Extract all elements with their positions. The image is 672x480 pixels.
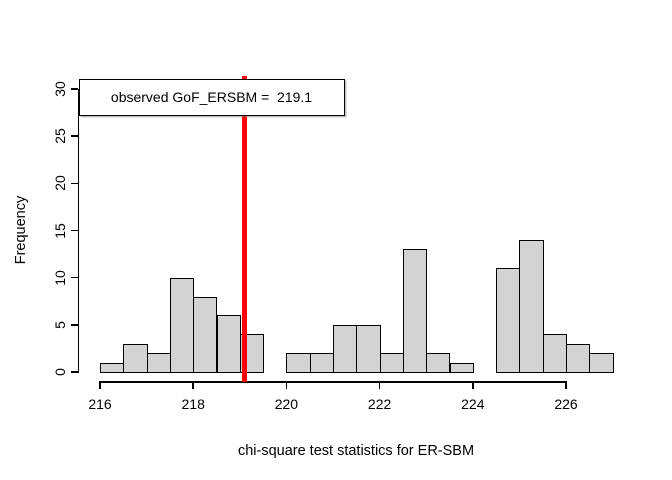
y-tick-label: 10: [52, 269, 68, 286]
y-tick: [70, 276, 78, 279]
histogram-bar: [449, 362, 474, 373]
x-axis-title: chi-square test statistics for ER-SBM: [237, 443, 475, 459]
x-tick: [565, 381, 567, 389]
histogram-bar: [519, 239, 544, 373]
observed-value-line: [241, 76, 247, 382]
y-tick: [70, 135, 78, 137]
histogram-bar: [379, 353, 404, 373]
x-tick-label: 222: [367, 396, 392, 412]
y-tick: [70, 182, 78, 185]
y-tick-label: 0: [52, 368, 68, 376]
histogram-bar: [356, 324, 381, 373]
y-axis-line: [77, 89, 79, 373]
y-tick: [70, 324, 78, 326]
histogram-bar: [589, 353, 614, 373]
x-tick: [192, 381, 194, 389]
histogram-bar: [309, 353, 334, 373]
y-tick-label: 5: [52, 320, 68, 329]
y-tick-label: 30: [52, 81, 68, 97]
histogram-bar: [286, 353, 311, 373]
x-tick: [99, 381, 101, 389]
histogram-bar: [146, 353, 171, 373]
x-tick-label: 224: [461, 396, 485, 412]
legend-label: observed GoF_ERSBM = 219.1: [110, 89, 313, 105]
y-tick: [70, 229, 78, 232]
x-tick: [285, 381, 288, 389]
y-tick: [70, 371, 78, 373]
histogram-bar: [169, 277, 195, 373]
x-axis-line: [100, 381, 566, 383]
y-tick-label: 15: [52, 222, 68, 239]
x-tick-label: 220: [274, 396, 299, 412]
histogram-bar: [402, 249, 428, 373]
histogram-bar: [542, 334, 567, 373]
histogram-bar: [193, 296, 218, 373]
x-tick-label: 226: [554, 396, 578, 412]
histogram-bar: [566, 343, 591, 373]
histogram-bar: [123, 343, 148, 373]
histogram-bar: [496, 268, 521, 373]
y-axis-title: Frequency: [13, 195, 29, 265]
histogram-bar: [333, 324, 358, 373]
y-tick-label: 25: [52, 128, 68, 144]
x-tick-label: 216: [88, 396, 112, 412]
y-tick: [70, 88, 78, 90]
y-tick-label: 20: [52, 175, 68, 192]
x-tick: [472, 381, 474, 389]
legend-box: observed GoF_ERSBM = 219.1: [78, 78, 345, 116]
histogram-bar: [426, 353, 451, 373]
x-tick-label: 218: [181, 396, 205, 412]
histogram-bar: [100, 362, 125, 373]
x-tick: [378, 381, 381, 389]
histogram-bar: [216, 315, 241, 373]
